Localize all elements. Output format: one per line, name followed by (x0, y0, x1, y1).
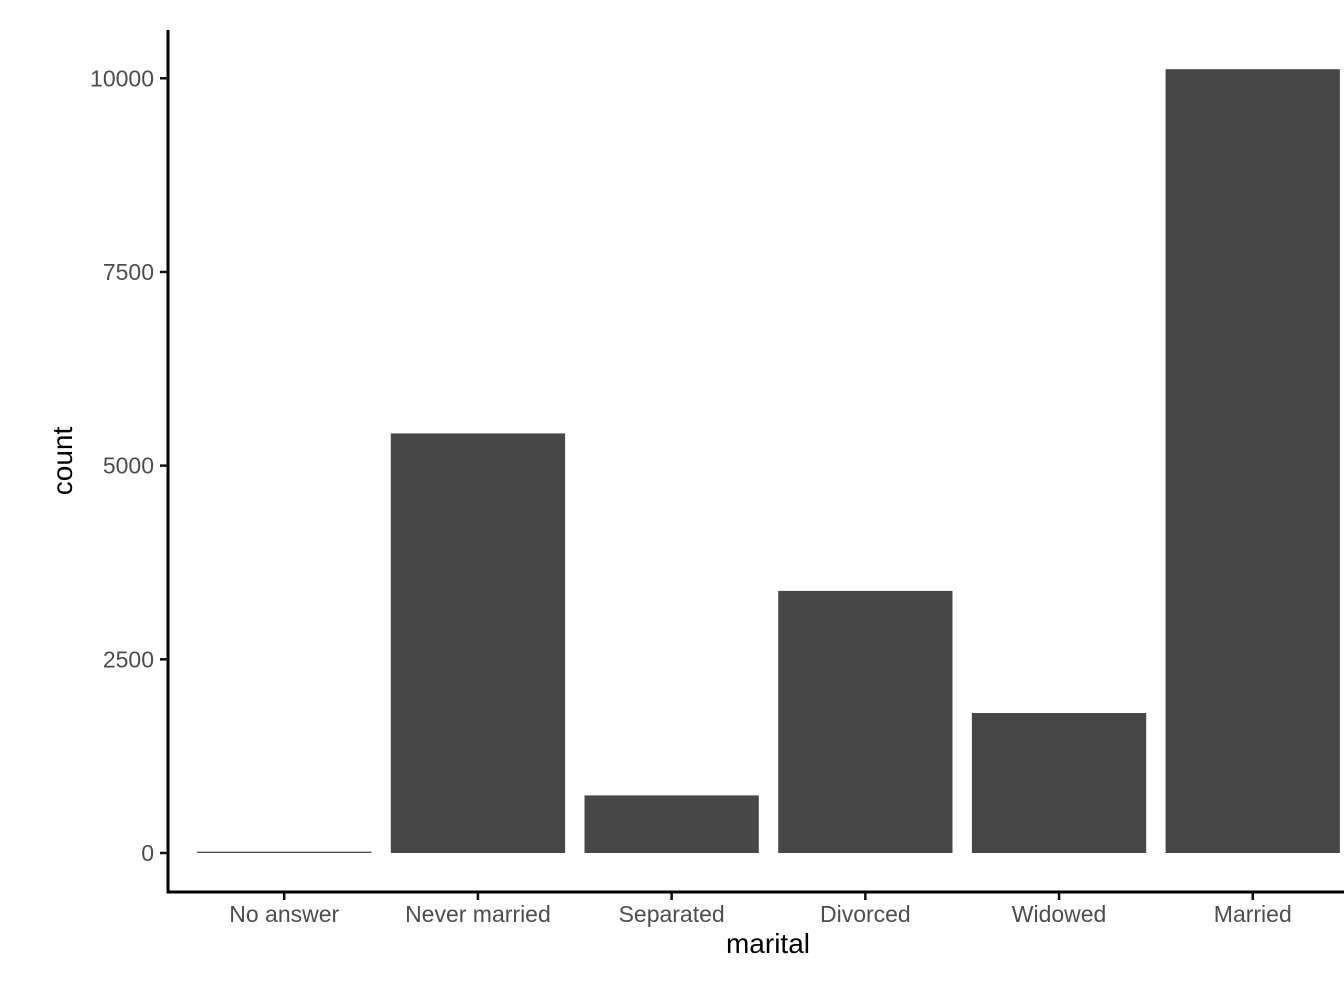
y-tick-label: 2500 (103, 646, 154, 672)
x-tick-label: Divorced (820, 901, 911, 927)
bar-divorced (778, 591, 952, 853)
x-tick-label: Married (1214, 901, 1292, 927)
y-tick-label: 5000 (103, 453, 154, 479)
bars-group (197, 69, 1340, 853)
bar-widowed (972, 713, 1146, 853)
bar-chart-figure: 0 2500 5000 7500 10000 No answer Never married… (40, 16, 1344, 976)
y-tick-label: 0 (141, 840, 154, 866)
bar-separated (585, 795, 759, 853)
bar-married (1166, 69, 1340, 853)
bar-never-married (391, 433, 565, 853)
x-tick-label: Never married (405, 901, 551, 927)
y-tick-label: 7500 (103, 259, 154, 285)
x-axis-title: marital (726, 928, 810, 959)
x-tick-label: No answer (229, 901, 339, 927)
x-tick-label: Separated (619, 901, 725, 927)
bar-no-answer (197, 852, 371, 853)
bar-chart-canvas: 0 2500 5000 7500 10000 No answer Never married… (40, 16, 1344, 976)
x-tick-label: Widowed (1012, 901, 1107, 927)
y-axis-title: count (47, 427, 78, 496)
y-tick-label: 10000 (90, 65, 154, 91)
